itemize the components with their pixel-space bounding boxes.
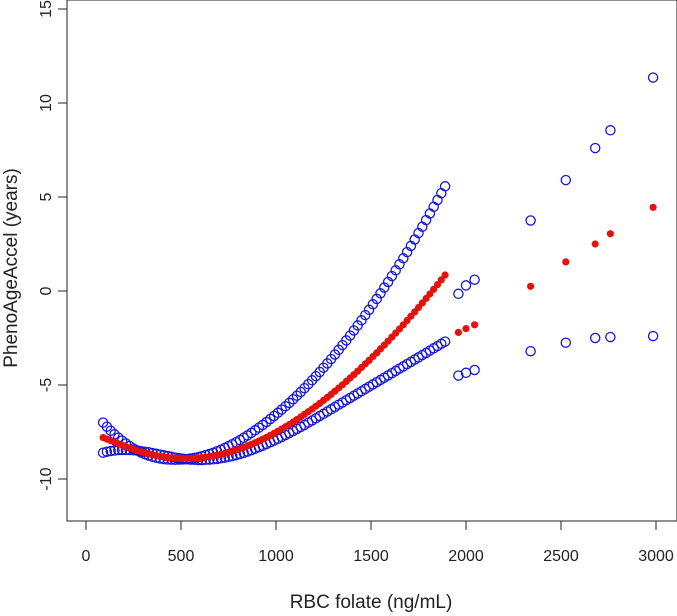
x-tick-label: 3000	[638, 548, 674, 565]
x-tick-label: 1500	[353, 548, 389, 565]
lower-bound-point	[469, 364, 480, 376]
series-fitted	[99, 203, 657, 463]
fitted-point	[437, 276, 445, 284]
upper-bound-point	[284, 397, 295, 409]
upper-bound-point	[356, 315, 367, 326]
upper-bound-point	[303, 378, 314, 390]
upper-bound-point	[460, 280, 472, 291]
lower-bound-point	[647, 330, 659, 342]
plot-box	[66, 0, 677, 522]
x-tick-labels: 0 500 1000 1500 2000 2500 3000	[82, 548, 674, 565]
y-axis-title: PhenoAgeAccel (years)	[1, 168, 22, 368]
upper-bound-point	[560, 174, 572, 186]
y-tick-label: -10	[38, 467, 55, 490]
x-tick-label: 2000	[448, 548, 484, 565]
upper-bound-point	[363, 304, 375, 316]
y-tick-label: 0	[38, 286, 55, 295]
fitted-point	[649, 203, 657, 211]
plot-area	[97, 72, 659, 466]
series-upper-bound	[97, 72, 659, 466]
x-tick-label: 500	[168, 548, 195, 565]
fitted-point	[562, 258, 570, 266]
y-tick-labels: -10 -5 0 5 10 15	[38, 0, 55, 491]
x-tick-label: 1000	[258, 548, 294, 565]
lower-bound-point	[453, 370, 464, 381]
x-axis: 0 500 1000 1500 2000 2500 3000 RBC folat…	[82, 521, 674, 613]
upper-bound-point	[386, 270, 398, 282]
y-ticks	[58, 8, 67, 480]
fitted-point	[462, 325, 470, 333]
fitted-point	[471, 321, 479, 329]
lower-bound-point	[560, 337, 572, 348]
y-tick-label: 15	[38, 0, 55, 18]
lower-bound-point	[105, 445, 116, 457]
upper-bound-point	[439, 181, 451, 192]
plot-frame	[66, 0, 677, 522]
upper-bound-point	[453, 288, 464, 300]
upper-bound-point	[371, 293, 382, 305]
upper-bound-point	[276, 404, 287, 415]
upper-bound-point	[379, 282, 390, 293]
y-tick-label: 10	[38, 94, 55, 112]
x-tick-label: 0	[82, 548, 91, 565]
upper-bound-point	[382, 276, 394, 288]
x-axis-title: RBC folate (ng/mL)	[290, 592, 453, 613]
upper-bound-point	[605, 125, 616, 136]
upper-bound-point	[469, 274, 480, 285]
upper-bound-point	[280, 400, 291, 412]
lower-bound-point	[605, 331, 616, 343]
upper-bound-point	[589, 142, 601, 154]
lower-bound-point	[525, 345, 536, 357]
upper-bound-point	[295, 386, 306, 398]
upper-bound-point	[105, 425, 116, 436]
lower-bound-point	[589, 332, 601, 344]
upper-bound-point	[287, 394, 299, 405]
fitted-point	[606, 230, 615, 238]
fitted-point	[591, 240, 599, 248]
upper-bound-point	[375, 288, 386, 299]
y-axis: -10 -5 0 5 10 15 PhenoAgeAccel (years)	[1, 0, 67, 491]
upper-bound-point	[647, 72, 659, 83]
x-tick-label: 2500	[543, 548, 579, 565]
fitted-point	[454, 328, 462, 336]
upper-bound-point	[291, 390, 303, 401]
upper-bound-point	[360, 309, 371, 321]
y-tick-label: -5	[38, 378, 55, 392]
lower-bound-point	[101, 446, 113, 457]
fitted-point	[527, 282, 535, 290]
y-tick-label: 5	[38, 192, 55, 201]
fitted-point	[441, 271, 449, 279]
upper-bound-point	[525, 215, 536, 226]
upper-bound-point	[367, 299, 379, 310]
lower-bound-point	[439, 336, 451, 347]
x-ticks	[85, 521, 657, 530]
